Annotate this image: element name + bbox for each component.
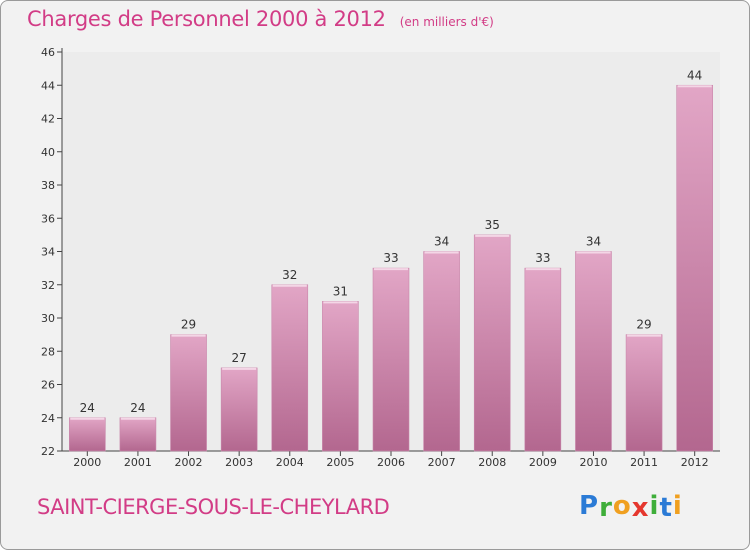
data-label: 34: [586, 235, 601, 249]
data-label: 33: [383, 251, 398, 265]
x-tick-label: 2010: [579, 456, 607, 469]
data-label: 32: [282, 268, 297, 282]
y-tick-label: 46: [41, 46, 55, 59]
data-label: 31: [333, 284, 348, 298]
proxiti-logo: Proxiti: [579, 491, 683, 523]
bars: 24 24 29 27 32 31 33 34 35 33 34 29 44: [69, 68, 713, 452]
bar: [575, 251, 612, 452]
data-label: 34: [434, 235, 449, 249]
logo-letter: P: [579, 491, 600, 521]
y-tick-label: 40: [41, 146, 55, 159]
x-tick-label: 2003: [225, 456, 253, 469]
data-label: 29: [636, 318, 651, 332]
y-tick-label: 24: [41, 412, 55, 425]
data-label: 27: [232, 351, 247, 365]
chart-title-text: Charges de Personnel 2000 à 2012: [27, 7, 386, 31]
bar: [625, 334, 663, 452]
y-tick-label: 28: [41, 345, 55, 358]
logo-letter: o: [612, 491, 632, 521]
x-tick-label: 2012: [681, 456, 709, 469]
bar: [271, 284, 309, 452]
x-tick-label: 2002: [175, 456, 203, 469]
bar: [372, 267, 410, 452]
x-tick-label: 2008: [478, 456, 506, 469]
logo-letter: i: [672, 491, 683, 521]
y-tick-label: 30: [41, 312, 55, 325]
logo-letter: r: [599, 493, 613, 523]
x-tick-label: 2007: [428, 456, 456, 469]
y-axis: 22 24 26 28 30 32 34 36 38 40 42 44 46: [41, 46, 63, 458]
data-label: 24: [130, 401, 145, 415]
x-tick-label: 2009: [529, 456, 557, 469]
x-tick-label: 2001: [124, 456, 152, 469]
data-label: 24: [80, 401, 95, 415]
bar: [322, 301, 359, 452]
bar: [423, 251, 460, 452]
chart-subtitle: (en milliers d'€): [399, 15, 494, 29]
bar: [220, 367, 258, 452]
bar: [473, 234, 511, 452]
chart-title: Charges de Personnel 2000 à 2012 (en mill…: [27, 7, 494, 31]
y-tick-label: 34: [41, 246, 55, 259]
y-tick-label: 42: [41, 113, 55, 126]
town-name: SAINT-CIERGE-SOUS-LE-CHEYLARD: [37, 495, 390, 519]
y-tick-label: 44: [41, 79, 55, 92]
y-tick-label: 22: [41, 445, 55, 458]
data-label: 33: [535, 251, 550, 265]
data-label: 35: [485, 218, 500, 232]
x-tick-label: 2011: [630, 456, 658, 469]
logo-letter: x: [631, 493, 650, 523]
x-tick-label: 2006: [377, 456, 405, 469]
bar: [170, 334, 207, 452]
bar: [676, 84, 713, 452]
data-label: 29: [181, 318, 196, 332]
x-tick-label: 2005: [326, 456, 354, 469]
x-tick-label: 2004: [276, 456, 304, 469]
bar: [524, 267, 562, 452]
logo-letter: i: [649, 491, 660, 521]
x-tick-label: 2000: [73, 456, 101, 469]
bar: [69, 417, 106, 452]
y-tick-label: 32: [41, 279, 55, 292]
y-tick-label: 26: [41, 379, 55, 392]
logo-letter: t: [659, 493, 673, 523]
x-axis: 2000 2001 2002 2003 2004 2005 2006 2007 2008 2009…: [62, 450, 720, 469]
bar: [119, 417, 157, 452]
y-tick-label: 36: [41, 212, 55, 225]
data-label: 44: [687, 68, 702, 82]
y-tick-label: 38: [41, 179, 55, 192]
